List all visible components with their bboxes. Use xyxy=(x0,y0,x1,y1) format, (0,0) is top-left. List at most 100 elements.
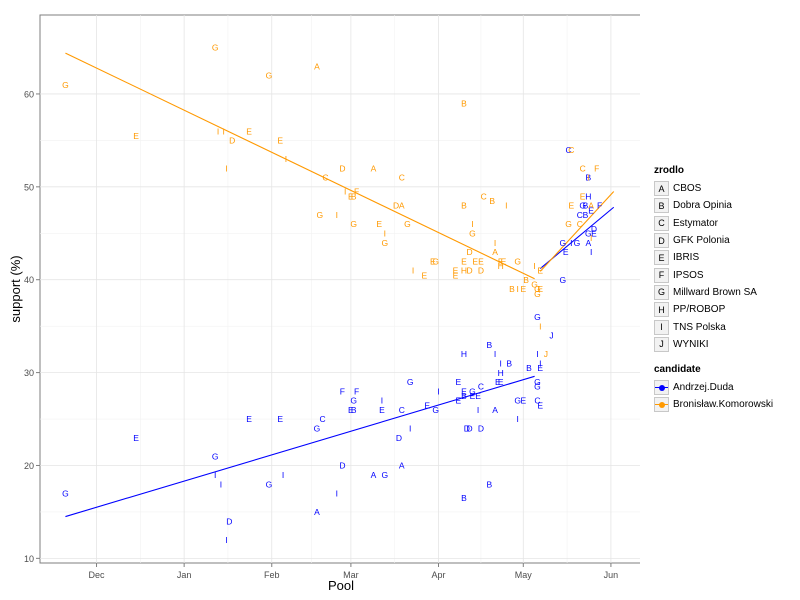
data-point: A xyxy=(314,61,320,71)
legend-source-item: A CBOS xyxy=(654,180,757,197)
data-point: G xyxy=(432,405,439,415)
data-point: E xyxy=(501,256,507,266)
data-point: E xyxy=(470,391,476,401)
data-point: A xyxy=(371,470,377,480)
legend-key: H xyxy=(654,302,669,318)
data-point: E xyxy=(537,266,543,276)
legend-source-title: zrodlo xyxy=(654,165,684,176)
data-point: A xyxy=(588,201,594,211)
data-point: D xyxy=(229,136,235,146)
legend-label: PP/ROBOP xyxy=(673,304,726,316)
data-point: I xyxy=(285,154,287,164)
data-point: I xyxy=(539,321,541,331)
trend-lines xyxy=(65,52,615,518)
data-point: D xyxy=(339,461,345,471)
data-point: C xyxy=(320,414,326,424)
data-point: D xyxy=(464,424,470,434)
data-point: C xyxy=(565,145,571,155)
data-point: G xyxy=(565,219,572,229)
data-point: E xyxy=(376,219,382,229)
data-point: A xyxy=(492,247,498,257)
data-point: E xyxy=(453,266,459,276)
trend-line xyxy=(539,191,615,272)
data-point: C xyxy=(399,405,405,415)
data-point: E xyxy=(277,136,283,146)
data-point: G xyxy=(531,280,538,290)
data-point: H xyxy=(498,261,504,271)
data-point: F xyxy=(597,201,602,211)
data-point: B xyxy=(489,196,495,206)
trend-line xyxy=(65,52,535,280)
y-tick-label: 40 xyxy=(24,275,34,285)
grid-lines xyxy=(40,15,640,563)
y-tick-label: 60 xyxy=(24,89,34,99)
data-point: E xyxy=(569,201,575,211)
data-point: C xyxy=(399,173,405,183)
data-point: E xyxy=(495,377,501,387)
data-point: G xyxy=(266,479,273,489)
legend-key: E xyxy=(654,250,669,266)
data-point: G xyxy=(534,312,541,322)
data-point: E xyxy=(537,400,543,410)
data-point: I xyxy=(225,163,227,173)
x-tick-label: Feb xyxy=(264,570,280,580)
data-point: E xyxy=(424,400,430,410)
data-point: A xyxy=(585,238,591,248)
data-point: I xyxy=(336,210,338,220)
data-point: I xyxy=(494,349,496,359)
data-point: E xyxy=(475,391,481,401)
legend-label: Andrzej.Duda xyxy=(673,382,734,394)
data-point: E xyxy=(591,228,597,238)
data-point: G xyxy=(350,396,357,406)
data-point: E xyxy=(498,377,504,387)
legend-source-item: J WYNIKI xyxy=(654,336,757,353)
data-point: I xyxy=(516,284,518,294)
data-point: E xyxy=(461,256,467,266)
data-point: E xyxy=(478,256,484,266)
data-point: H xyxy=(498,368,504,378)
data-point: F xyxy=(354,187,359,197)
data-point: A xyxy=(314,507,320,517)
data-point: I xyxy=(539,359,541,369)
data-point: I xyxy=(477,405,479,415)
data-point: F xyxy=(340,386,345,396)
x-tick-label: Dec xyxy=(89,570,106,580)
legend-key: G xyxy=(654,284,669,300)
legend-source-item: E IBRIS xyxy=(654,249,757,266)
plot-panel xyxy=(39,14,640,564)
legend-line-key xyxy=(654,397,669,413)
data-point: I xyxy=(384,228,386,238)
legend-label: Estymator xyxy=(673,217,719,229)
data-point: E xyxy=(455,377,461,387)
legend-label: Millward Brown SA xyxy=(673,286,757,298)
data-point: A xyxy=(492,405,498,415)
data-point: E xyxy=(537,284,543,294)
data-point: B xyxy=(585,173,591,183)
data-point: I xyxy=(471,219,473,229)
legend-candidate-item: Bronisław.Komorowski xyxy=(654,396,773,413)
data-point: G xyxy=(314,424,321,434)
legend-source: zrodlo A CBOS B Dobra Opinia C Estymator D GFK … xyxy=(654,165,757,353)
data-point: E xyxy=(498,256,504,266)
data-point: I xyxy=(590,233,592,243)
legend-label: WYNIKI xyxy=(673,338,709,350)
data-point: C xyxy=(534,396,540,406)
data-point: G xyxy=(534,377,541,387)
trend-line xyxy=(65,375,535,518)
data-point: I xyxy=(282,470,284,480)
legend-key: D xyxy=(654,233,669,249)
data-point: E xyxy=(588,205,594,215)
legend-label: IPSOS xyxy=(673,269,704,281)
data-point: E xyxy=(246,414,252,424)
data-point: G xyxy=(404,219,411,229)
legend-label: Bronisław.Komorowski xyxy=(673,399,774,411)
data-point: D xyxy=(478,266,484,276)
data-point: G xyxy=(560,238,567,248)
data-point: I xyxy=(336,489,338,499)
data-point: I xyxy=(409,424,411,434)
legend-key: J xyxy=(654,336,669,352)
y-axis-title: support (%) xyxy=(8,255,23,322)
data-point: D xyxy=(396,433,402,443)
data-point: I xyxy=(344,187,346,197)
